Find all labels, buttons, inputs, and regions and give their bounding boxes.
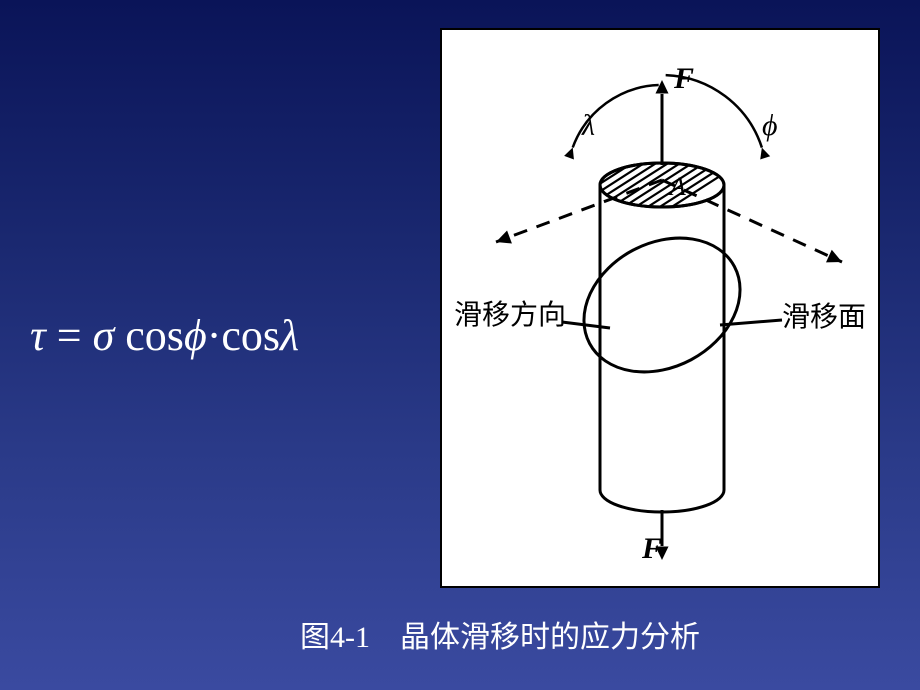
pointer-slip-direction: [562, 322, 610, 328]
eq-tau: τ: [30, 311, 46, 360]
caption-prefix: 图: [300, 621, 330, 654]
eq-lambda: λ: [280, 311, 299, 360]
dashed-right: [662, 180, 842, 262]
eq-cos1: cos: [114, 311, 184, 360]
label-slip-plane: 滑移面: [782, 301, 866, 333]
eq-equals: =: [46, 311, 93, 360]
label-force-top: F: [673, 62, 694, 95]
label-slip-direction: 滑移方向: [454, 299, 566, 331]
arrowhead-icon: [564, 148, 574, 160]
arrowhead-icon: [826, 250, 842, 263]
cylinder-bottom: [600, 490, 724, 512]
caption-spacer: [370, 621, 400, 654]
arrowhead-icon: [760, 148, 770, 160]
figure-caption: 图4-1 晶体滑移时的应力分析: [300, 612, 700, 656]
diagram-container: F Fλ ϕ A 滑移方向 滑移面: [440, 28, 880, 588]
label-lambda: λ: [581, 109, 595, 142]
arrowhead-icon: [496, 230, 512, 243]
eq-sigma: σ: [93, 311, 115, 360]
label-area: A: [668, 172, 686, 201]
diagram-svg: F Fλ ϕ A 滑移方向 滑移面: [442, 30, 878, 586]
caption-text: 晶体滑移时的应力分析: [400, 621, 700, 654]
label-force-bottom: F: [641, 532, 662, 565]
label-phi: ϕ: [762, 109, 778, 142]
dashed-left: [496, 180, 662, 242]
arrowhead-icon: [655, 80, 668, 94]
eq-cos2: cos: [221, 311, 280, 360]
equation: τ = σ cosϕ·cosλ: [30, 310, 299, 361]
caption-figure-number: 4-1: [330, 621, 370, 654]
eq-dot: ·: [207, 311, 222, 360]
eq-phi: ϕ: [184, 311, 207, 360]
slip-plane: [560, 212, 763, 398]
